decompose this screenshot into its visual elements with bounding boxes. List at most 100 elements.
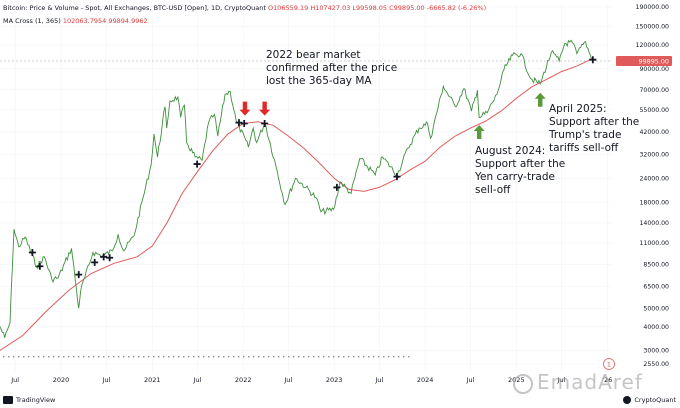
- x-tick-label: '26: [602, 376, 612, 384]
- annotation-line: August 2024:: [475, 145, 546, 157]
- volume-dot: [193, 356, 195, 358]
- volume-dot: [138, 356, 140, 358]
- y-tick-label: 11000.00: [639, 240, 669, 247]
- cross-marker: [240, 120, 248, 128]
- volume-dot: [3, 356, 5, 358]
- volume-dot: [13, 356, 15, 358]
- y-tick-label: 120000.00: [636, 42, 670, 49]
- x-tick-label: 2022: [235, 376, 252, 384]
- y-tick-label: 32000.00: [639, 152, 669, 159]
- svg-text:1: 1: [607, 361, 611, 369]
- cryptoquant-label: CryptoQuant: [634, 396, 676, 404]
- volume-dot: [148, 356, 150, 358]
- volume-dot: [288, 356, 290, 358]
- annotation-line: sell-off: [475, 184, 511, 196]
- y-tick-label: 4000.00: [643, 324, 669, 331]
- cross-marker: [333, 183, 341, 191]
- volume-dot: [68, 356, 70, 358]
- volume-dot: [233, 356, 235, 358]
- y-axis: 2550.00 3000.00 4000.00 5000.00 6500.00 8500.…: [636, 4, 670, 368]
- volume-dot: [323, 356, 325, 358]
- volume-dot: [48, 356, 50, 358]
- x-tick-label: Jul: [192, 376, 201, 384]
- volume-dot: [183, 356, 185, 358]
- annotation-line: tariffs sell-off: [549, 142, 619, 154]
- y-tick-label: 190000.00: [636, 4, 670, 11]
- volume-dot: [83, 356, 85, 358]
- gridlines: [0, 4, 612, 372]
- volume-dot: [143, 356, 145, 358]
- volume-dot: [403, 356, 405, 358]
- volume-dot: [38, 356, 40, 358]
- down-arrow-marker: [259, 101, 271, 116]
- volume-dot: [228, 356, 230, 358]
- y-tick-label: 24000.00: [639, 176, 669, 183]
- volume-dot: [363, 356, 365, 358]
- cross-marker: [36, 262, 44, 270]
- volume-dot: [198, 356, 200, 358]
- volume-dot: [133, 356, 135, 358]
- y-tick-label: 8500.00: [643, 261, 669, 268]
- volume-dot: [118, 356, 120, 358]
- y-tick-label: 6500.00: [643, 284, 669, 291]
- volume-dot: [388, 356, 390, 358]
- volume-dot: [23, 356, 25, 358]
- cross-marker: [91, 258, 99, 266]
- down-arrow-marker: [239, 101, 251, 116]
- volume-dot: [88, 356, 90, 358]
- up-arrow-marker: [534, 92, 546, 107]
- volume-dot: [293, 356, 295, 358]
- volume-dot: [238, 356, 240, 358]
- volume-dot: [318, 356, 320, 358]
- header-symbol-text: Bitcoin: Price & Volume - Spot, All Exch…: [3, 4, 266, 12]
- volume-dot: [53, 356, 55, 358]
- volume-dot: [248, 356, 250, 358]
- tradingview-logo-icon: [3, 396, 13, 404]
- volume-dot: [178, 356, 180, 358]
- header-ohlc-values: O106559.19 H107427.03 L99598.05 C99895.0…: [267, 4, 487, 12]
- volume-dot: [113, 356, 115, 358]
- arrow-markers: [239, 92, 546, 139]
- annotation-line: Yen carry-trade: [475, 171, 555, 183]
- x-tick-label: Jul: [374, 376, 383, 384]
- watermark-logo-icon: [513, 373, 533, 394]
- volume-dot: [78, 356, 80, 358]
- volume-dot: [358, 356, 360, 358]
- x-tick-label: 2021: [144, 376, 161, 384]
- header-indicator-values: 102063.7954 99894.9962: [62, 17, 148, 25]
- y-tick-label: 3000.00: [643, 348, 669, 355]
- volume-dot: [373, 356, 375, 358]
- volume-dot: [63, 356, 65, 358]
- volume-dot: [108, 356, 110, 358]
- annotation-line: Support after the: [549, 116, 640, 128]
- volume-dot: [278, 356, 280, 358]
- y-tick-label: 18000.00: [639, 199, 669, 206]
- watermark-text: EmadAref: [537, 370, 643, 394]
- volume-dot: [158, 356, 160, 358]
- cross-markers: [28, 56, 597, 279]
- volume-dot: [123, 356, 125, 358]
- y-tick-label: 2550.00: [643, 361, 669, 368]
- volume-dot: [28, 356, 30, 358]
- y-tick-label: 14000.00: [639, 220, 669, 227]
- cryptoquant-brand[interactable]: CryptoQuant: [623, 396, 676, 404]
- volume-dot: [33, 356, 35, 358]
- tradingview-brand[interactable]: TradingView: [3, 396, 55, 404]
- cross-marker: [100, 253, 108, 261]
- volume-dot: [408, 356, 410, 358]
- footer: TradingView CryptoQuant: [0, 394, 680, 408]
- volume-dot: [338, 356, 340, 358]
- cross-marker: [106, 254, 114, 262]
- volume-dot: [398, 356, 400, 358]
- volume-dot: [223, 356, 225, 358]
- volume-dot: [383, 356, 385, 358]
- x-tick-label: Jul: [10, 376, 19, 384]
- annotation-april-2025: April 2025: Support after the Trump's tr…: [549, 103, 639, 155]
- annotation-line: April 2025:: [549, 103, 607, 115]
- volume-dot: [333, 356, 335, 358]
- volume-dot: [253, 356, 255, 358]
- reset-circle-icon[interactable]: 1: [603, 358, 615, 370]
- y-tick-label: 70000.00: [639, 87, 669, 94]
- volume-dot: [128, 356, 130, 358]
